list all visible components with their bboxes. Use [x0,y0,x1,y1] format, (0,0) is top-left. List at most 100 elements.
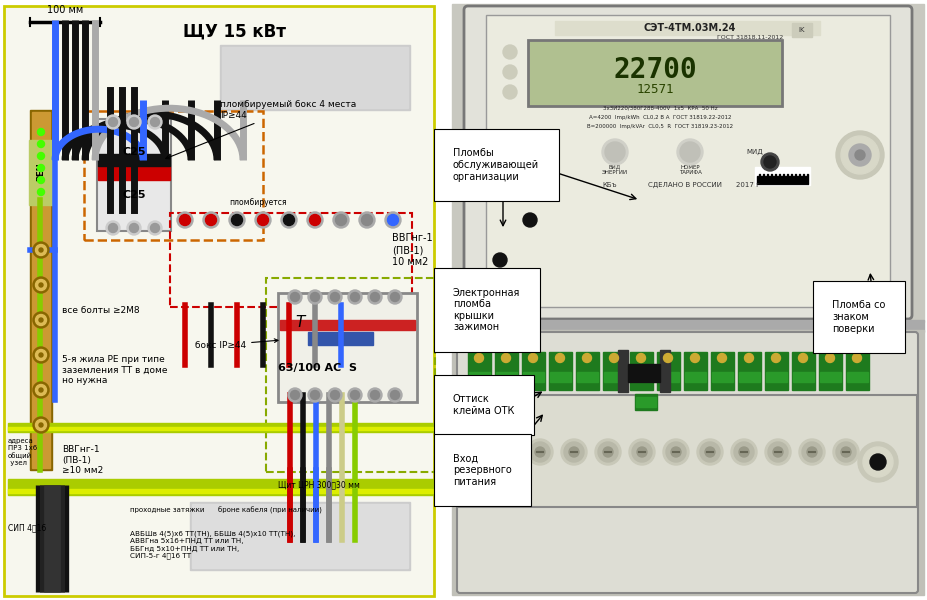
Circle shape [287,388,301,402]
Bar [758,174,759,184]
Circle shape [310,214,320,226]
Circle shape [492,253,506,267]
FancyBboxPatch shape [97,119,171,231]
Bar [98,154,170,166]
Circle shape [37,164,44,172]
Circle shape [699,442,719,462]
Circle shape [37,152,44,160]
Circle shape [670,447,680,457]
Circle shape [108,224,118,233]
Circle shape [330,391,339,400]
Bar [657,372,679,382]
Circle shape [106,221,120,235]
Circle shape [290,293,299,302]
FancyBboxPatch shape [464,6,911,319]
Circle shape [770,353,780,362]
Text: 12571: 12571 [636,83,673,95]
Bar [770,174,771,184]
Bar [495,372,516,382]
Bar [32,112,50,468]
Bar [794,174,795,184]
Bar [30,110,52,470]
Text: Вход
резервного
питания: Вход резервного питания [452,454,511,487]
Text: ЩУ 15 кВт: ЩУ 15 кВт [184,23,286,41]
Bar [756,176,757,184]
Circle shape [636,353,645,362]
Circle shape [852,353,860,362]
Circle shape [37,140,44,148]
Circle shape [561,439,587,465]
Text: PEN: PEN [36,163,45,181]
Text: 100 мм: 100 мм [47,5,83,15]
Text: АВБШв 4(5)х6 ТТ(ТН), ББШв 4(5)х10 ТТ(ТН),
АВВГна 5х16+ПНД ТТ или ТН,
ББГнд 5х10+: АВБШв 4(5)х6 ТТ(ТН), ББШв 4(5)х10 ТТ(ТН)… [130,531,295,559]
Circle shape [501,353,510,362]
Circle shape [594,439,620,465]
Circle shape [857,442,897,482]
Circle shape [35,280,46,290]
Circle shape [147,115,162,129]
Bar [755,167,809,185]
Bar [577,372,597,382]
Circle shape [523,213,537,227]
Bar [765,372,786,382]
Circle shape [502,65,516,79]
Circle shape [362,214,372,226]
Circle shape [39,248,43,252]
Bar [819,372,840,382]
Circle shape [764,439,790,465]
Circle shape [666,442,685,462]
Bar [451,330,923,595]
Bar [635,397,655,407]
Circle shape [597,442,617,462]
Circle shape [717,353,726,362]
Circle shape [801,442,821,462]
Bar [791,352,814,390]
Circle shape [35,349,46,361]
Circle shape [35,245,46,256]
Bar [656,352,679,390]
Circle shape [203,212,219,228]
Circle shape [311,391,319,400]
Circle shape [502,85,516,99]
Circle shape [840,136,878,174]
Circle shape [308,290,322,304]
Circle shape [502,45,516,59]
Circle shape [832,439,858,465]
Bar [549,352,571,390]
Text: СЭТ-4ТМ.03М.24: СЭТ-4ТМ.03М.24 [643,23,735,33]
Circle shape [37,128,44,136]
Circle shape [733,442,753,462]
Circle shape [760,153,778,171]
Bar [800,176,801,184]
Circle shape [466,447,476,457]
Circle shape [835,131,883,179]
Circle shape [459,439,485,465]
Bar [629,352,653,390]
Circle shape [127,115,141,129]
Circle shape [609,353,617,362]
Bar [710,352,733,390]
Circle shape [205,214,216,226]
Circle shape [840,447,850,457]
Circle shape [33,242,49,258]
Circle shape [283,214,294,226]
Text: 3х3И220/380Г288-400V  1х5  КРА  50 Hz: 3х3И220/380Г288-400V 1х5 КРА 50 Hz [602,106,717,110]
Circle shape [387,290,401,304]
Circle shape [39,423,43,427]
Text: СДЕЛАНО В РОССИИ: СДЕЛАНО В РОССИИ [647,182,721,188]
Bar [791,23,811,37]
Bar [8,479,433,495]
Text: Пломбы
обслуживающей
организации: Пломбы обслуживающей организации [452,148,539,182]
Circle shape [848,144,870,166]
Circle shape [130,224,138,233]
Text: B=200000  Imp/kVAr  CL0,5  R  ГОСТ 31819.23-2012: B=200000 Imp/kVAr CL0,5 R ГОСТ 31819.23-… [586,124,732,128]
Circle shape [33,277,49,293]
Bar [772,176,773,184]
Bar [798,174,799,184]
Circle shape [501,447,511,457]
Circle shape [108,118,118,127]
Bar [451,320,923,332]
Circle shape [495,442,515,462]
Circle shape [350,293,359,302]
Bar [451,4,923,322]
